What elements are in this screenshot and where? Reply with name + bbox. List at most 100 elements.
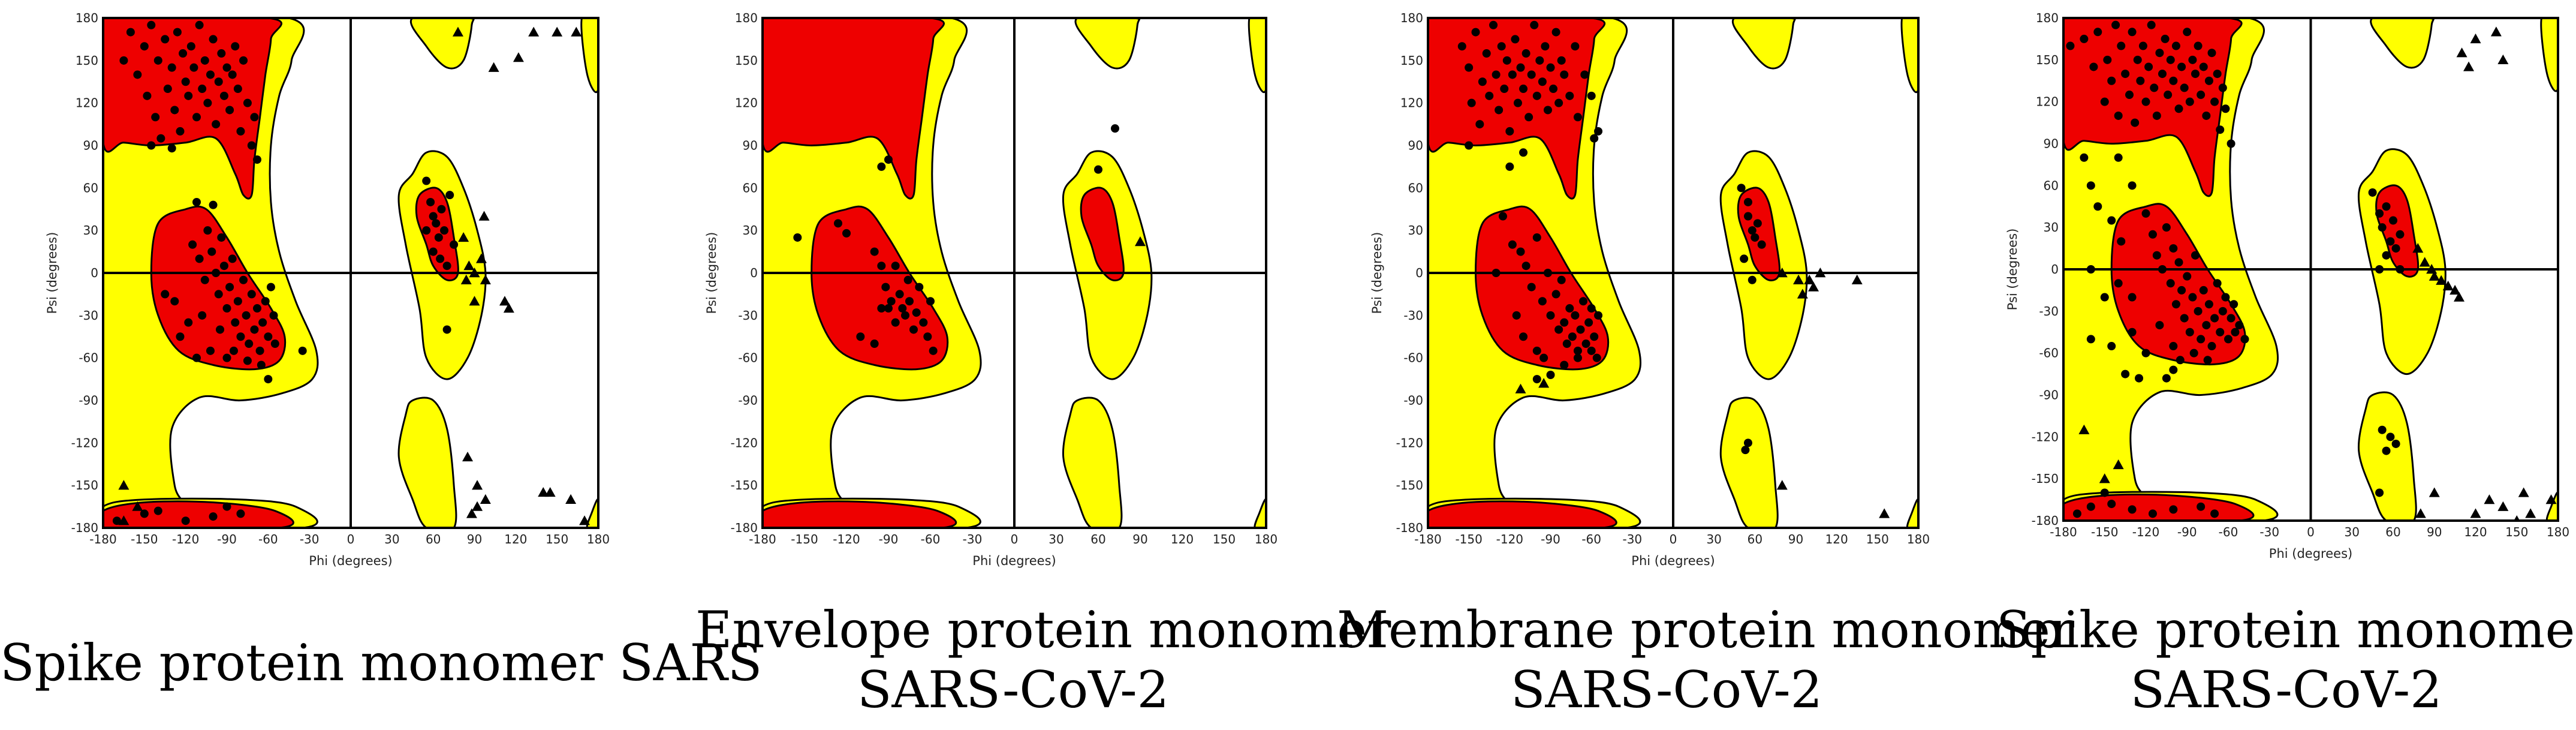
residue-point (112, 516, 121, 525)
residue-triangle (2470, 33, 2481, 44)
residue-point (225, 283, 234, 292)
x-tick-label: -180 (2050, 525, 2077, 539)
x-tick-label: 150 (546, 532, 568, 546)
residue-point (2100, 488, 2109, 497)
residue-point (2221, 293, 2230, 302)
residue-point (2121, 369, 2130, 378)
residue-point (126, 28, 135, 37)
residue-point (264, 332, 273, 341)
x-tick-label: 90 (467, 532, 482, 546)
residue-point (2197, 91, 2206, 100)
y-tick-label: 90 (2044, 137, 2059, 151)
residue-triangle (2456, 47, 2467, 58)
residue-point (1524, 113, 1533, 122)
favored-region (763, 18, 945, 200)
x-tick-label: -120 (833, 532, 860, 546)
residue-triangle (2497, 501, 2509, 511)
residue-point (793, 233, 802, 242)
residue-point (200, 56, 209, 65)
residue-point (1094, 165, 1102, 174)
residue-point (442, 325, 451, 334)
residue-point (1532, 91, 1541, 100)
residue-point (1498, 212, 1507, 221)
residue-point (206, 346, 215, 355)
residue-point (2169, 76, 2178, 85)
y-tick-label: -150 (2032, 471, 2059, 486)
caption-line: Spike protein monomer SARS (0, 633, 763, 692)
x-tick-label: -60 (921, 532, 941, 546)
allowed-region (1906, 498, 1918, 528)
residue-point (217, 49, 226, 58)
residue-points (112, 20, 590, 525)
residue-point (870, 340, 879, 349)
residue-point (856, 332, 865, 341)
residue-point (1573, 346, 1582, 355)
residue-triangle (462, 451, 474, 462)
residue-point (2191, 251, 2200, 260)
y-tick-label: -150 (731, 478, 758, 492)
residue-point (1530, 20, 1539, 29)
residue-point (1535, 56, 1544, 65)
residue-point (195, 20, 204, 29)
x-tick-label: 60 (2385, 525, 2400, 539)
residue-point (1485, 91, 1494, 100)
residue-point (2169, 342, 2178, 351)
residue-point (1478, 77, 1487, 86)
residue-triangle (544, 486, 556, 497)
residue-point (2086, 265, 2095, 274)
residue-triangle (1515, 383, 1526, 393)
residue-point (1562, 340, 1571, 349)
residue-point (2216, 125, 2225, 134)
residue-point (2382, 202, 2391, 211)
residue-point (219, 91, 228, 100)
residue-point (2150, 83, 2159, 92)
residue-point (1594, 311, 1603, 320)
favored-region (1080, 187, 1125, 281)
residue-point (184, 318, 193, 327)
residue-point (2155, 49, 2164, 58)
y-tick-label: 0 (91, 266, 98, 280)
residue-point (147, 20, 156, 29)
residue-point (877, 304, 886, 313)
residue-point (2396, 265, 2405, 274)
y-tick-label: 0 (2051, 262, 2059, 277)
residue-point (192, 353, 201, 362)
caption-line: Envelope protein monomer (695, 600, 1391, 659)
residue-point (236, 127, 245, 136)
residue-point (1554, 325, 1563, 334)
residue-point (422, 176, 431, 185)
x-tick-label: 0 (2307, 525, 2315, 539)
caption-panel-3: Membrane protein monomer SARS-CoV-2 (1337, 600, 2074, 720)
residue-point (1743, 438, 1752, 447)
caption-panel-4: Spike protein monomer SARS-CoV-2 (1996, 600, 2576, 720)
residue-point (2162, 374, 2171, 383)
residue-point (929, 346, 938, 355)
residue-point (2386, 237, 2395, 246)
allowed-region (1900, 18, 1918, 94)
residue-point (153, 506, 162, 515)
y-tick-label: 30 (1408, 223, 1423, 238)
residue-triangle (2436, 275, 2447, 285)
residue-point (426, 197, 435, 206)
residue-point (1751, 233, 1759, 242)
residue-point (1573, 113, 1582, 122)
x-tick-label: -150 (131, 532, 158, 546)
residue-point (228, 70, 237, 79)
residue-point (2177, 286, 2186, 295)
x-tick-label: -150 (1455, 532, 1482, 546)
residue-point (903, 275, 912, 284)
residue-point (1482, 49, 1491, 58)
x-axis-label: Phi (degrees) (972, 554, 1056, 568)
residue-point (242, 311, 251, 320)
residue-point (1560, 361, 1569, 369)
residue-point (189, 63, 198, 72)
residue-point (2218, 83, 2227, 92)
residue-point (2141, 97, 2150, 106)
residue-triangle (1879, 508, 1890, 518)
residue-point (231, 42, 240, 51)
residue-point (1594, 127, 1603, 136)
residue-point (198, 311, 207, 320)
ramachandran-plot-4: -180-180 -150 -150 -120 -120 -90 -90 -60 -60 -30 -… (2005, 11, 2569, 561)
residue-point (1111, 124, 1119, 133)
x-tick-label: 120 (1825, 532, 1848, 546)
